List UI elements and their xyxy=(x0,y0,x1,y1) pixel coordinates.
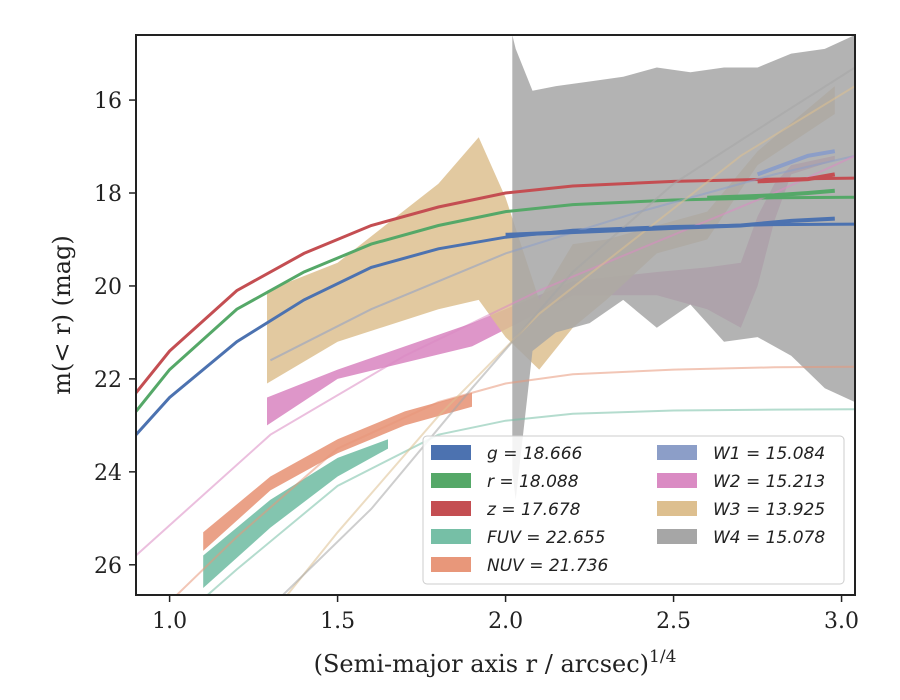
legend-swatch-g xyxy=(431,445,471,460)
legend-swatch-nuv xyxy=(431,557,471,572)
observed-curve-z xyxy=(757,172,836,184)
y-axis-label: m(< r) (mag) xyxy=(48,235,76,394)
x-tick-label: 2.5 xyxy=(656,609,691,634)
legend-swatch-r xyxy=(431,473,471,488)
y-tick-label: 18 xyxy=(94,182,122,207)
observed-curve-g xyxy=(505,216,835,237)
band-w4 xyxy=(512,35,855,500)
x-tick-label: 3.0 xyxy=(824,609,859,634)
y-tick-label: 24 xyxy=(94,461,122,486)
y-axis: 16 18 20 22 24 26 xyxy=(94,89,136,579)
plot-frame xyxy=(135,34,856,596)
legend-swatch-w2 xyxy=(657,473,697,488)
band-w3 xyxy=(267,86,835,384)
legend-label-w4: W4 = 15.078 xyxy=(713,528,825,548)
model-curve-w2 xyxy=(136,154,855,557)
legend: g = 18.666 W1 = 15.084 r = 18.088 W2 = 15.2… xyxy=(422,435,845,585)
model-curve-nuv xyxy=(175,365,855,595)
x-tick-label: 1.5 xyxy=(320,609,355,634)
x-tick-label: 1.0 xyxy=(152,609,187,634)
band-fuv xyxy=(203,439,388,588)
observed-curves xyxy=(505,149,836,237)
legend-swatch-w3 xyxy=(657,501,697,516)
legend-label-nuv: NUV = 21.736 xyxy=(487,556,609,576)
y-tick-label: 26 xyxy=(94,554,122,579)
legend-label-z: z = 17.678 xyxy=(486,500,581,520)
model-curve-fuv xyxy=(206,408,855,595)
observed-curve-w1 xyxy=(756,149,836,177)
model-curve-w3 xyxy=(285,85,855,595)
legend-swatch-w4 xyxy=(657,529,697,544)
y-tick-label: 20 xyxy=(94,275,122,300)
model-curve-r xyxy=(136,195,855,413)
x-tick-label: 2.0 xyxy=(488,609,523,634)
y-tick-label: 16 xyxy=(94,89,122,114)
model-curve-w4 xyxy=(281,66,855,595)
legend-label-w3: W3 = 13.925 xyxy=(713,500,825,520)
legend-label-w2: W2 = 15.213 xyxy=(713,472,825,492)
legend-swatch-z xyxy=(431,501,471,516)
legend-frame xyxy=(422,435,845,585)
y-tick-label: 22 xyxy=(94,368,122,393)
x-axis: 1.0 1.5 2.0 2.5 3.0 xyxy=(152,595,859,634)
legend-label-r: r = 18.088 xyxy=(487,472,579,492)
legend-swatch-fuv xyxy=(431,529,471,544)
legend-label-w1: W1 = 15.084 xyxy=(713,444,825,464)
legend-label-g: g = 18.666 xyxy=(487,444,583,464)
x-axis-label: (Semi-major axis r / arcsec)1/4 xyxy=(314,647,677,678)
observed-curve-r xyxy=(707,188,835,200)
legend-swatch-w1 xyxy=(657,445,697,460)
model-curve-z xyxy=(136,176,855,394)
legend-label-fuv: FUV = 22.655 xyxy=(487,528,605,548)
